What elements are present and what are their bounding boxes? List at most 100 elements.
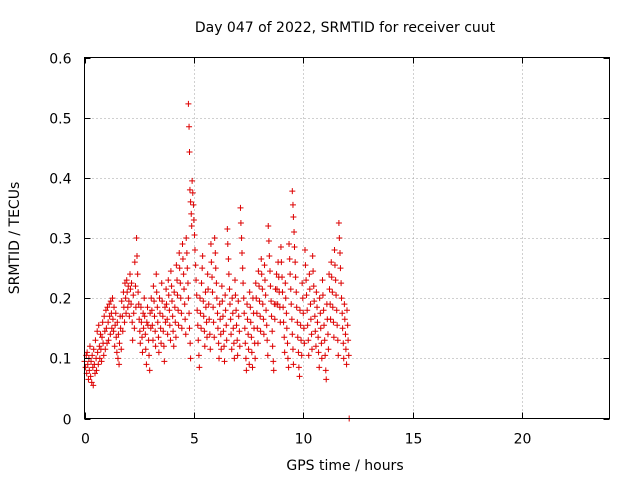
- data-point: [230, 325, 237, 332]
- y-tick-label: 0.6: [49, 52, 71, 68]
- data-point: [93, 367, 100, 374]
- data-point: [240, 280, 247, 287]
- data-point: [293, 289, 300, 296]
- data-point: [105, 337, 112, 344]
- chart-title: Day 047 of 2022, SRMTID for receiver cuu…: [195, 20, 496, 36]
- data-point: [215, 340, 222, 347]
- data-point: [334, 322, 341, 329]
- data-point: [171, 289, 178, 296]
- data-point: [213, 295, 220, 302]
- data-point: [241, 325, 248, 332]
- data-point: [153, 271, 160, 278]
- data-point: [151, 313, 158, 320]
- data-point: [295, 349, 302, 356]
- data-point: [263, 322, 270, 329]
- data-point: [180, 271, 187, 278]
- data-point: [193, 277, 200, 284]
- data-point: [306, 271, 313, 278]
- data-point: [291, 228, 298, 235]
- data-point: [187, 355, 194, 362]
- data-point: [237, 219, 244, 226]
- data-point: [345, 337, 352, 344]
- data-point: [170, 343, 177, 350]
- data-point: [255, 268, 262, 275]
- data-point: [163, 301, 170, 308]
- data-point: [333, 307, 340, 314]
- data-point: [141, 313, 148, 320]
- data-point: [185, 100, 192, 107]
- data-point: [281, 349, 288, 356]
- data-point: [270, 358, 277, 365]
- data-point: [166, 307, 173, 314]
- x-tick-label: 5: [190, 432, 199, 448]
- data-point: [292, 259, 299, 266]
- data-point: [232, 292, 239, 299]
- data-point: [114, 355, 121, 362]
- data-point: [248, 349, 255, 356]
- grid-lines: [84, 57, 610, 419]
- data-point: [300, 325, 307, 332]
- data-point: [105, 319, 112, 326]
- data-point: [200, 298, 207, 305]
- data-point: [269, 328, 276, 335]
- data-point: [204, 271, 211, 278]
- data-point: [219, 313, 226, 320]
- data-point: [267, 268, 273, 275]
- data-point: [288, 301, 295, 308]
- data-point: [245, 331, 252, 338]
- data-point: [212, 265, 219, 272]
- data-point: [158, 340, 165, 347]
- data-point: [85, 376, 92, 383]
- data-point: [128, 301, 135, 308]
- data-point: [264, 337, 271, 344]
- data-point: [185, 295, 192, 302]
- data-point: [167, 268, 174, 275]
- data-point: [88, 379, 95, 386]
- data-point: [163, 286, 170, 293]
- data-point: [281, 334, 288, 341]
- data-point: [86, 343, 93, 350]
- data-point: [318, 355, 325, 362]
- data-point: [227, 316, 234, 323]
- data-point: [158, 280, 165, 287]
- data-point: [95, 322, 102, 329]
- data-point: [289, 201, 296, 208]
- data-point: [153, 289, 160, 296]
- data-point: [258, 256, 265, 263]
- data-point: [290, 213, 297, 220]
- data-point: [110, 328, 117, 335]
- data-point: [156, 310, 163, 317]
- data-point: [289, 331, 296, 338]
- x-axis-label: GPS time / hours: [286, 458, 403, 474]
- data-point: [87, 373, 94, 380]
- data-point: [265, 222, 272, 229]
- x-tick-label: 20: [514, 432, 532, 448]
- data-point: [104, 304, 111, 311]
- data-point: [213, 280, 220, 287]
- data-point: [211, 334, 218, 341]
- data-point: [132, 283, 139, 290]
- x-tick-label: 10: [295, 432, 313, 448]
- data-point: [136, 328, 143, 335]
- data-point: [202, 289, 209, 296]
- data-point: [125, 298, 132, 305]
- data-point: [167, 337, 174, 344]
- data-point: [278, 259, 285, 266]
- data-point: [334, 337, 341, 344]
- data-point: [123, 277, 130, 284]
- data-point: [195, 337, 202, 344]
- data-point: [224, 241, 231, 248]
- data-point: [277, 244, 284, 251]
- data-point: [181, 301, 188, 308]
- data-point: [311, 313, 318, 320]
- data-point: [263, 307, 270, 314]
- data-point: [212, 250, 219, 257]
- data-point: [328, 274, 335, 281]
- data-point: [340, 355, 347, 362]
- data-point: [136, 316, 143, 323]
- data-point: [172, 334, 179, 341]
- data-point: [187, 198, 194, 205]
- data-point: [298, 352, 305, 359]
- data-point: [279, 274, 286, 281]
